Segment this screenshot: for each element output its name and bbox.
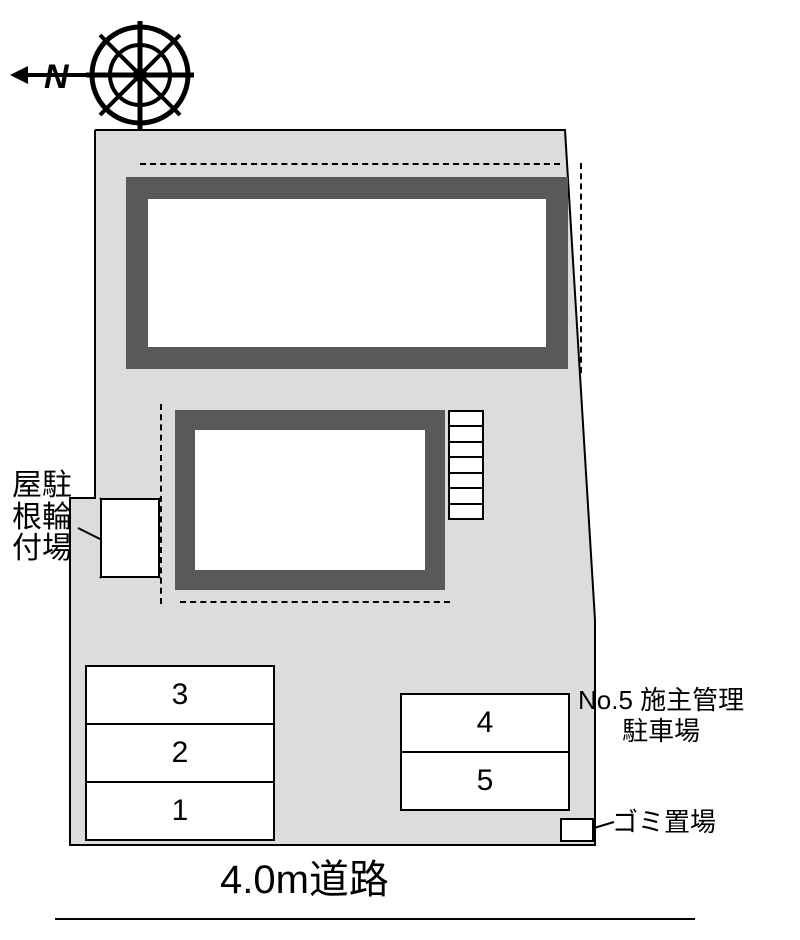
parking-slot-5: 5 bbox=[400, 751, 570, 811]
no5-line1: No.5 施主管理 bbox=[578, 685, 744, 716]
slot-number: 5 bbox=[477, 764, 494, 798]
slot-number: 4 bbox=[477, 706, 494, 740]
parking-slot-2: 2 bbox=[85, 723, 275, 783]
bike-label-col1: 屋駐 bbox=[12, 470, 72, 502]
garbage-area-box bbox=[560, 818, 594, 842]
bldg-b-dashed-left bbox=[160, 404, 162, 604]
slot-number: 2 bbox=[172, 736, 189, 770]
slot-number: 1 bbox=[172, 794, 189, 828]
slot-number: 3 bbox=[172, 678, 189, 712]
building-a-inner bbox=[148, 199, 546, 347]
road-label: 4.0m道路 bbox=[220, 858, 389, 902]
stairs bbox=[448, 410, 484, 520]
parking-slot-4: 4 bbox=[400, 693, 570, 753]
bldg-a-dashed-right bbox=[580, 163, 582, 373]
parking-slot-3: 3 bbox=[85, 665, 275, 725]
bldg-a-dashed-top bbox=[140, 163, 560, 165]
compass-label: N bbox=[44, 58, 70, 96]
garbage-area-label: ゴミ置場 bbox=[612, 808, 716, 837]
compass: N bbox=[10, 10, 210, 140]
parking-slot-1: 1 bbox=[85, 781, 275, 841]
parking-no5-annotation: No.5 施主管理 駐車場 bbox=[578, 685, 744, 747]
bldg-b-dashed-bottom bbox=[180, 601, 450, 603]
road-line bbox=[55, 918, 695, 920]
bicycle-parking-box bbox=[100, 498, 160, 578]
site-plan-canvas: N 屋駐 根輪 付場 3 2 1 4 5 No.5 施主管理 駐車場 bbox=[0, 0, 800, 940]
bike-label-col3: 付場 bbox=[12, 533, 72, 565]
no5-line2: 駐車場 bbox=[578, 716, 744, 747]
bike-label-col2: 根輪 bbox=[12, 502, 72, 534]
building-b-inner bbox=[195, 430, 425, 570]
bicycle-parking-label: 屋駐 根輪 付場 bbox=[12, 470, 72, 565]
